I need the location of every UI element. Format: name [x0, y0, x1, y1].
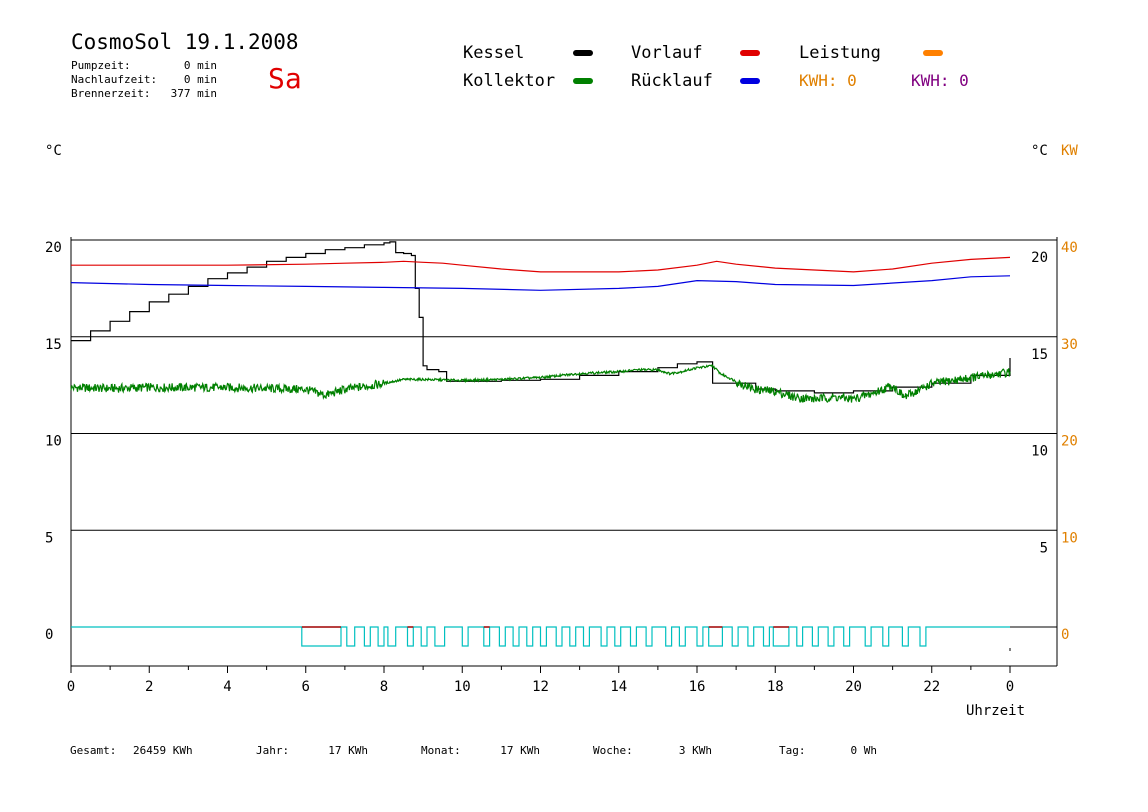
tick-marks [70, 666, 1011, 673]
y-tick-label-kw: 40 [1061, 240, 1078, 256]
footer-year-value: 17 KWh [328, 744, 368, 757]
footer-week-value: 3 KWh [679, 744, 712, 757]
y-tick-label-right: 15 [1031, 347, 1048, 363]
legend-label-kessel: Kessel [463, 43, 524, 63]
y-tick-label-right: 10 [1031, 444, 1048, 460]
x-tick-label: 22 [923, 679, 940, 695]
y-tick-label-kw: 10 [1061, 530, 1078, 546]
y-tick-label-kw: 20 [1061, 434, 1078, 450]
y-tick-label-left: 5 [45, 530, 53, 546]
x-axis-label: Uhrzeit [966, 703, 1025, 719]
series-layer [70, 241, 1011, 404]
series-line-vorlauf [71, 256, 1011, 273]
y-tick-labels-kw: 40 30 20 10 0 [1061, 240, 1078, 643]
legend-label-leistung: Leistung [799, 43, 881, 63]
pump-time-value: 0 min [184, 59, 217, 72]
burner-time-label: Brennerzeit: [71, 87, 150, 100]
y-tick-label-left: 0 [45, 627, 53, 643]
x-tick-labels: 0 2 4 6 8 10 12 14 16 18 20 22 0 [67, 679, 1014, 695]
afterrun-time-label: Nachlaufzeit: [71, 73, 157, 86]
footer-week-label: Woche: [593, 744, 633, 757]
x-tick-label: 8 [380, 679, 388, 695]
y-tick-label-left: 20 [45, 240, 62, 256]
footer-month-value: 17 KWh [500, 744, 540, 757]
x-tick-label: 10 [454, 679, 471, 695]
footer-total-value: 26459 KWh [133, 744, 193, 757]
x-tick-label: 20 [845, 679, 862, 695]
x-tick-label: 14 [610, 679, 627, 695]
x-tick-label: 18 [767, 679, 784, 695]
weekday-label: Sa [268, 62, 302, 95]
y-axis-unit-right-kw: KW [1061, 143, 1078, 159]
legend-label-kollektor: Kollektor [463, 71, 555, 91]
x-tick-label: 0 [1006, 679, 1014, 695]
series-line-ruecklauf [70, 275, 1011, 291]
x-tick-label: 0 [67, 679, 75, 695]
x-tick-label: 16 [689, 679, 706, 695]
y-tick-label-left: 10 [45, 434, 62, 450]
chart-title: CosmoSol 19.1.2008 [71, 30, 299, 54]
y-tick-labels-right: 20 15 10 5 [1031, 250, 1048, 556]
x-tick-label: 12 [532, 679, 549, 695]
x-tick-label: 4 [223, 679, 231, 695]
pump-signal-line [71, 626, 1010, 647]
footer-day-value: 0 Wh [851, 744, 878, 757]
footer-month-label: Monat: [421, 744, 461, 757]
y-tick-label-right: 20 [1031, 250, 1048, 266]
y-tick-label-left: 15 [45, 337, 62, 353]
afterrun-time-value: 0 min [184, 73, 217, 86]
pump-time-label: Pumpzeit: [71, 59, 131, 72]
y-tick-label-kw: 0 [1061, 627, 1069, 643]
footer-total-label: Gesamt: [70, 744, 116, 757]
footer-year-label: Jahr: [256, 744, 289, 757]
y-tick-label-right: 5 [1040, 540, 1048, 556]
pump-activity [71, 626, 1011, 651]
legend-label-ruecklauf: Rücklauf [631, 71, 713, 91]
burner-time-value: 377 min [171, 87, 217, 100]
y-tick-label-kw: 30 [1061, 337, 1078, 353]
x-tick-label: 2 [145, 679, 153, 695]
legend-label-vorlauf: Vorlauf [631, 43, 703, 63]
y-axis-unit-right: °C [1031, 143, 1048, 159]
grid-lines [71, 239, 1057, 628]
footer-day-label: Tag: [779, 744, 806, 757]
x-tick-label: 6 [302, 679, 310, 695]
y-tick-labels-left: 20 15 10 5 0 [45, 240, 62, 643]
series-line-kessel [71, 241, 1011, 394]
kwh-purple: KWH: 0 [911, 71, 969, 90]
y-axis-unit-left: °C [45, 143, 62, 159]
series-line-kollektor [70, 363, 1011, 404]
kwh-orange: KWH: 0 [799, 71, 857, 90]
